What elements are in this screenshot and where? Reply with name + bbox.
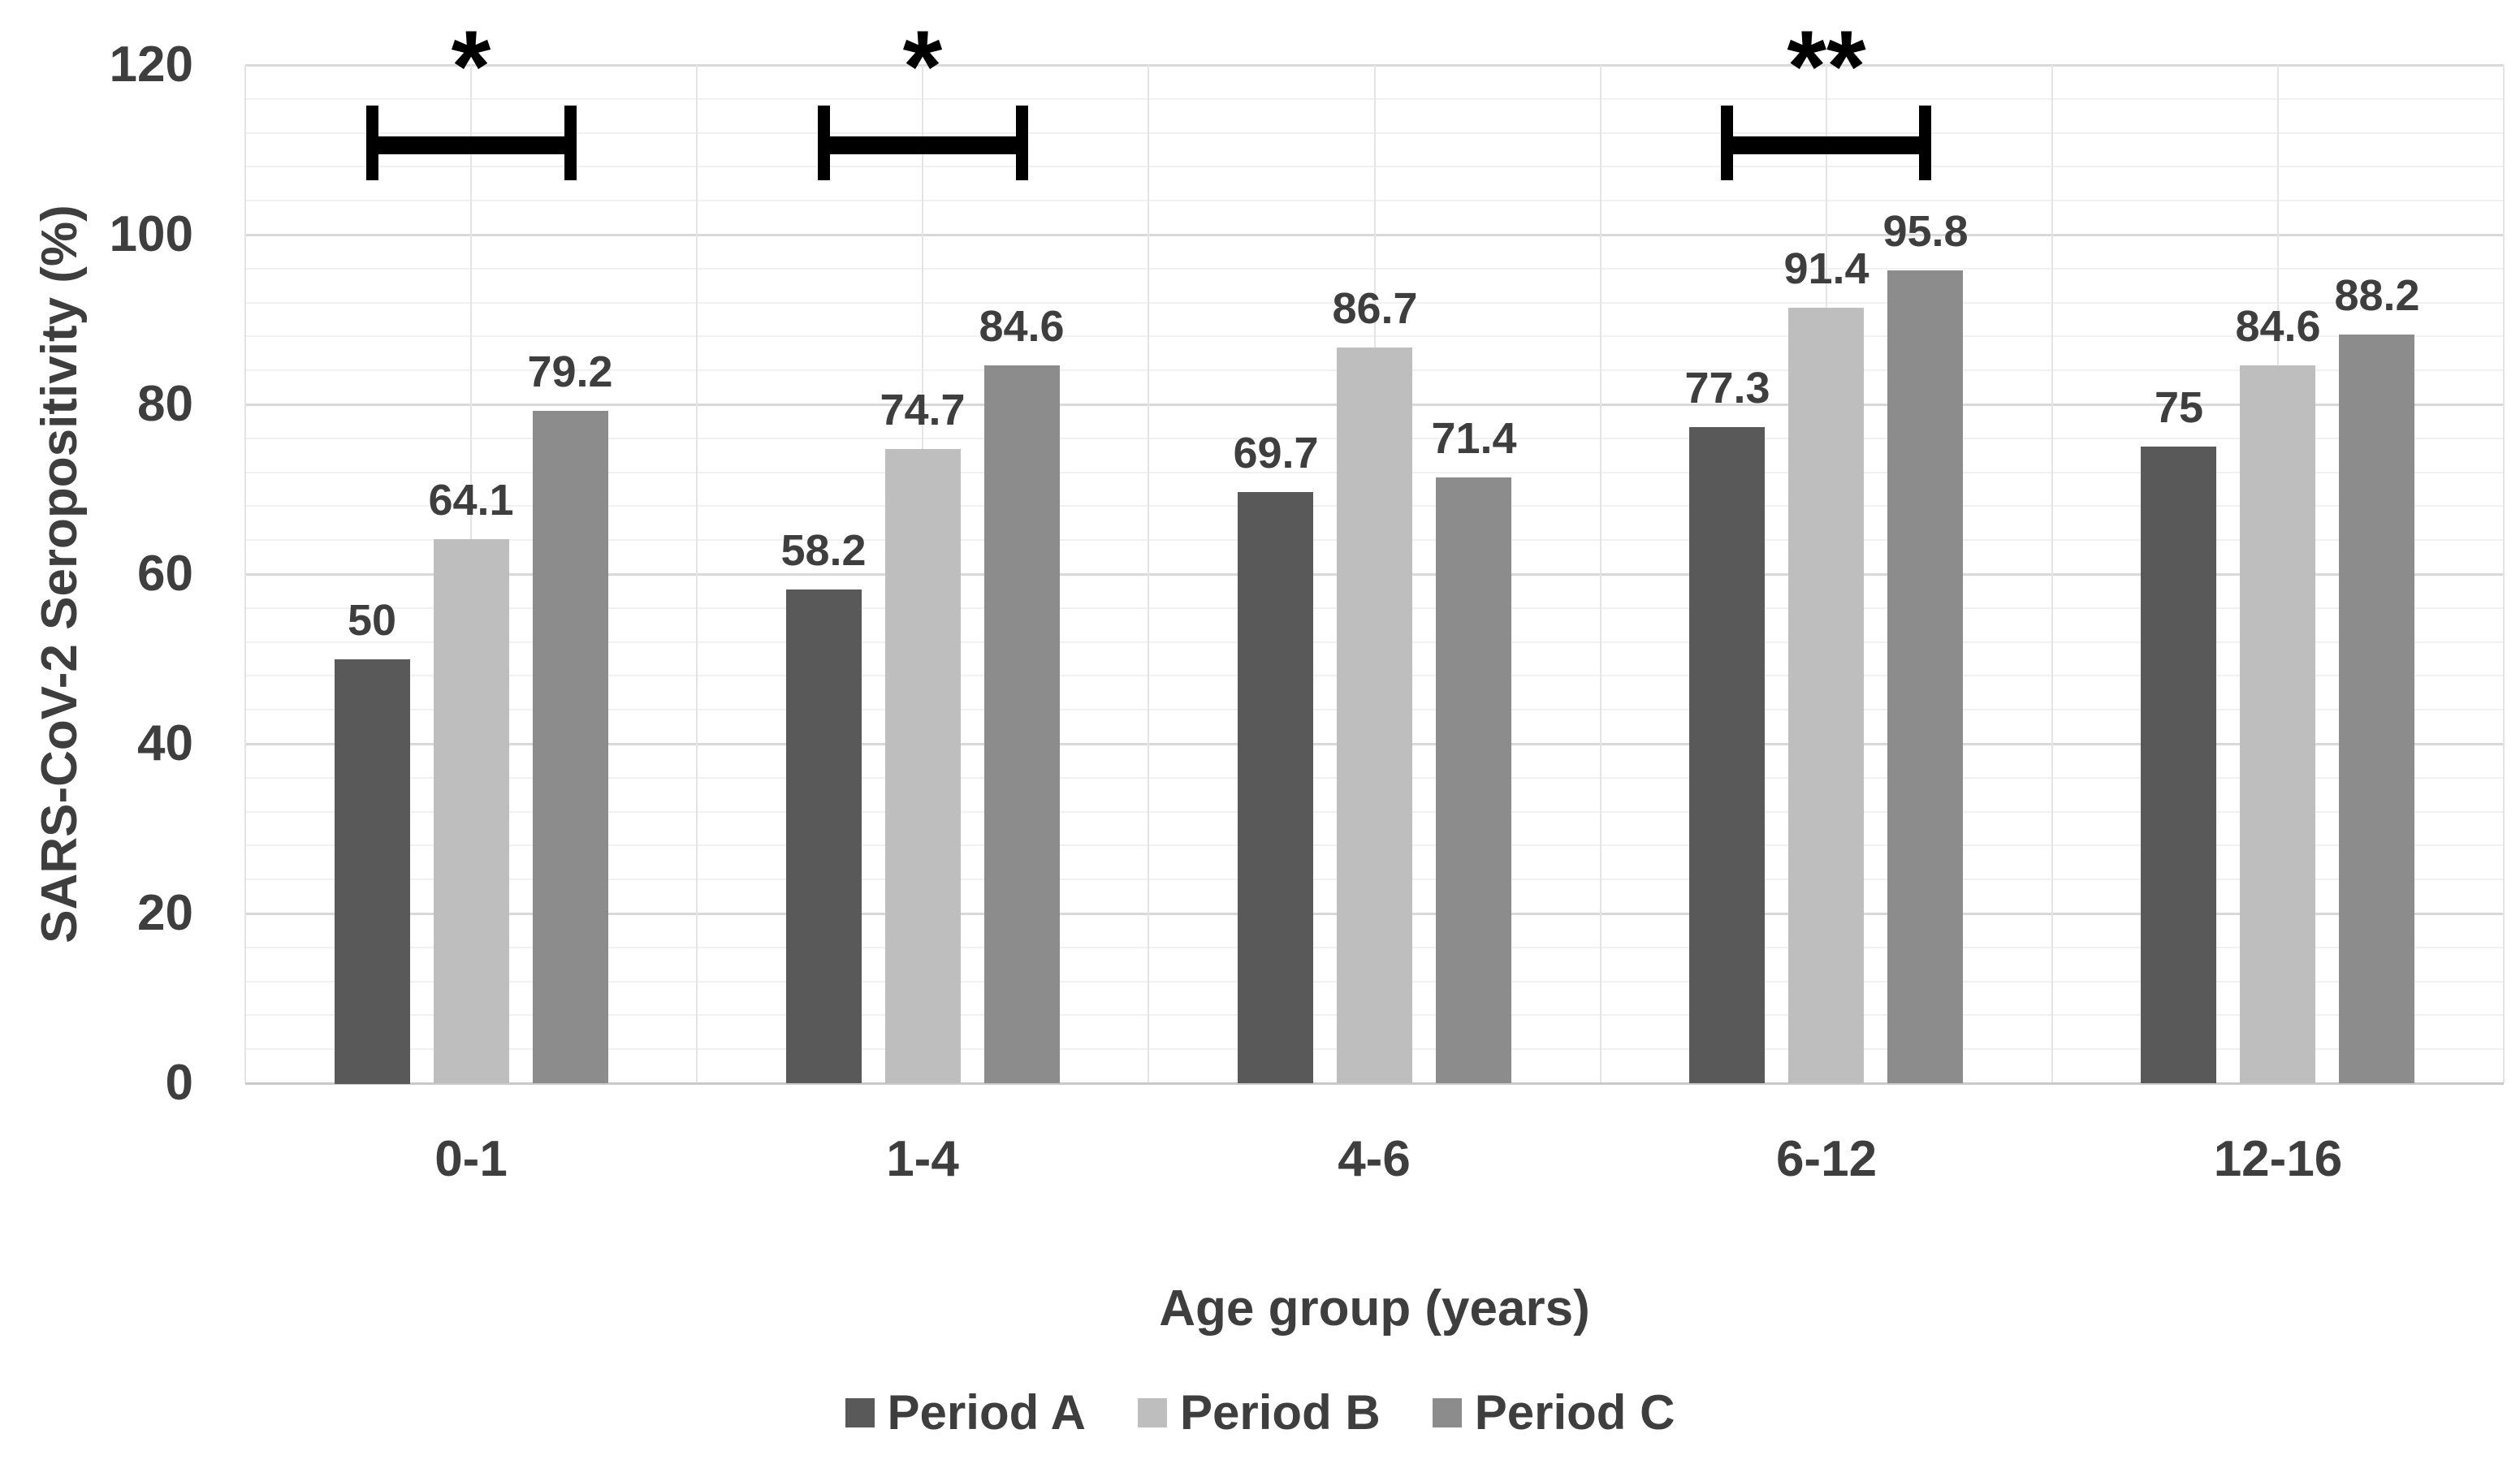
bar-period-c-0-1 bbox=[533, 411, 608, 1083]
y-tick-label: 60 bbox=[137, 546, 193, 602]
significance-bracket-bar bbox=[372, 136, 570, 154]
bar-period-b-1-4 bbox=[885, 449, 961, 1083]
data-label: 75 bbox=[2154, 383, 2204, 432]
significance-bracket-left-cap bbox=[1721, 106, 1733, 180]
significance-label: * bbox=[902, 11, 943, 123]
x-axis-title: Age group (years) bbox=[1159, 1280, 1590, 1337]
data-label: 86.7 bbox=[1332, 284, 1418, 333]
bar-period-b-12-16 bbox=[2240, 365, 2315, 1083]
data-label: 69.7 bbox=[1233, 429, 1319, 477]
vertical-gridline bbox=[2051, 65, 2053, 1083]
category-label-12-16: 12-16 bbox=[2213, 1131, 2343, 1187]
legend-item-period-a: Period A bbox=[845, 1388, 1086, 1437]
data-label: 58.2 bbox=[780, 526, 867, 575]
legend-item-period-b: Period B bbox=[1138, 1388, 1381, 1437]
significance-bracket-bar bbox=[823, 136, 1022, 154]
data-label: 84.6 bbox=[2235, 302, 2321, 351]
bar-period-c-1-4 bbox=[984, 365, 1060, 1083]
data-label: 88.2 bbox=[2334, 271, 2420, 320]
bar-period-c-4-6 bbox=[1436, 477, 1511, 1083]
significance-bracket-right-cap bbox=[564, 106, 577, 180]
data-label: 74.7 bbox=[880, 386, 966, 434]
data-label: 71.4 bbox=[1431, 414, 1517, 463]
bar-period-b-6-12 bbox=[1788, 308, 1864, 1083]
data-label: 84.6 bbox=[979, 302, 1065, 351]
y-axis-title: SARS-CoV-2 Seropositivity (%) bbox=[32, 205, 88, 944]
category-label-4-6: 4-6 bbox=[1338, 1131, 1411, 1187]
vertical-gridline bbox=[244, 65, 246, 1083]
y-tick-label: 100 bbox=[109, 206, 193, 262]
y-tick-label: 0 bbox=[165, 1055, 193, 1111]
y-tick-label: 80 bbox=[137, 376, 193, 432]
legend-item-period-c: Period C bbox=[1432, 1385, 1675, 1440]
bar-period-a-0-1 bbox=[335, 659, 410, 1084]
bar-period-c-6-12 bbox=[1887, 270, 1963, 1083]
bar-period-b-0-1 bbox=[434, 539, 509, 1083]
bar-period-a-4-6 bbox=[1238, 492, 1313, 1083]
legend-swatch-icon bbox=[1432, 1398, 1462, 1427]
category-label-6-12: 6-12 bbox=[1775, 1131, 1878, 1187]
data-label: 77.3 bbox=[1684, 364, 1770, 412]
legend-label: Period C bbox=[1474, 1385, 1675, 1440]
vertical-gridline bbox=[1600, 65, 1601, 1083]
data-label: 95.8 bbox=[1882, 207, 1969, 256]
bar-period-b-4-6 bbox=[1337, 348, 1412, 1083]
data-label: 50 bbox=[347, 596, 397, 645]
vertical-gridline bbox=[2503, 65, 2505, 1083]
data-label: 64.1 bbox=[428, 476, 514, 525]
category-label-0-1: 0-1 bbox=[434, 1131, 508, 1187]
vertical-gridline bbox=[696, 65, 698, 1083]
bar-period-c-12-16 bbox=[2339, 335, 2414, 1083]
data-label: 79.2 bbox=[527, 348, 613, 396]
legend-swatch-icon bbox=[1138, 1398, 1168, 1427]
vertical-gridline bbox=[1148, 65, 1149, 1083]
y-tick-label: 40 bbox=[137, 715, 193, 771]
category-label-1-4: 1-4 bbox=[886, 1131, 959, 1187]
x-axis-line bbox=[245, 1082, 2504, 1085]
bar-period-a-6-12 bbox=[1689, 427, 1765, 1083]
significance-bracket-right-cap bbox=[1016, 106, 1028, 180]
legend-swatch-icon bbox=[845, 1398, 875, 1427]
significance-label: ** bbox=[1787, 11, 1866, 123]
bar-period-a-12-16 bbox=[2141, 447, 2216, 1083]
data-label: 91.4 bbox=[1783, 244, 1869, 293]
legend-label: Period B bbox=[1180, 1385, 1381, 1440]
y-tick-label: 120 bbox=[109, 37, 193, 93]
y-tick-label: 20 bbox=[137, 885, 193, 941]
bar-period-a-1-4 bbox=[786, 589, 862, 1083]
legend: Period A Period B Period C bbox=[0, 1384, 2520, 1441]
significance-label: * bbox=[451, 11, 491, 123]
legend-label: Period A bbox=[887, 1385, 1087, 1440]
significance-bracket-bar bbox=[1727, 136, 1926, 154]
